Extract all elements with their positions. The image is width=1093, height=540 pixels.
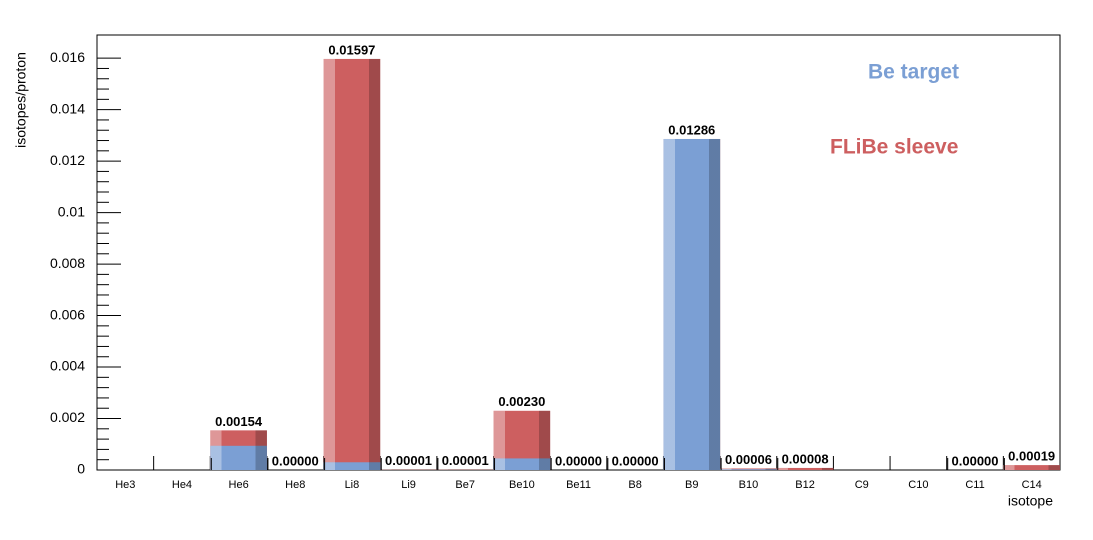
x-tick-label: C9 [855,479,869,491]
bar-shade [323,462,381,470]
x-tick-label: B8 [628,479,641,491]
value-label: 0.00001 [385,453,432,468]
x-tick-label: Be11 [566,479,591,491]
x-tick-label: He8 [285,479,305,491]
y-tick-label: 0.014 [50,100,85,116]
value-label: 0.00154 [215,414,263,429]
x-axis-title: isotope [1008,493,1053,509]
bar-shade [323,58,381,471]
x-tick-label: C11 [965,479,984,491]
x-tick-label: B10 [739,479,759,491]
value-label: 0.00000 [555,453,602,468]
x-tick-label: B12 [795,479,815,491]
x-tick-label: Be10 [509,479,535,491]
bar-shade [1003,465,1060,470]
value-label: 0.01597 [328,42,375,57]
value-label: 0.00019 [1008,449,1055,464]
bar-shade [210,445,267,470]
value-label: 0.00000 [612,453,659,468]
y-tick-label: 0.008 [50,255,85,271]
x-tick-label: He4 [172,479,192,491]
y-tick-label: 0 [77,461,85,477]
x-tick-label: Li8 [345,479,360,491]
y-tick-label: 0.016 [50,49,85,65]
legend-entry: FLiBe sleeve [830,136,958,159]
x-tick-label: B9 [685,479,698,491]
value-label: 0.00008 [782,451,829,466]
bar-shade [776,467,834,470]
value-label: 0.00001 [442,453,489,468]
x-tick-label: He6 [229,479,249,491]
legend-entry: Be target [868,61,959,84]
x-tick-label: C14 [1022,479,1042,491]
value-label: 0.01286 [668,122,715,137]
value-label: 0.00230 [498,394,545,409]
y-tick-label: 0.004 [50,358,85,374]
y-axis-title: isotopes/proton [13,52,29,148]
x-tick-label: C10 [908,479,928,491]
bar-shade [493,458,551,470]
x-tick-label: He3 [115,479,135,491]
y-tick-label: 0.01 [58,203,85,219]
bar-shade [720,469,777,470]
x-tick-label: Be7 [455,479,475,491]
plot-frame [96,34,1061,471]
y-tick-label: 0.012 [50,152,85,168]
value-label: 0.00000 [952,453,999,468]
value-label: 0.00000 [272,453,319,468]
y-tick-label: 0.002 [50,409,85,425]
value-label: 0.00006 [725,452,772,467]
bar-shade [663,138,721,470]
y-tick-label: 0.006 [50,306,85,322]
x-tick-label: Li9 [401,479,416,491]
